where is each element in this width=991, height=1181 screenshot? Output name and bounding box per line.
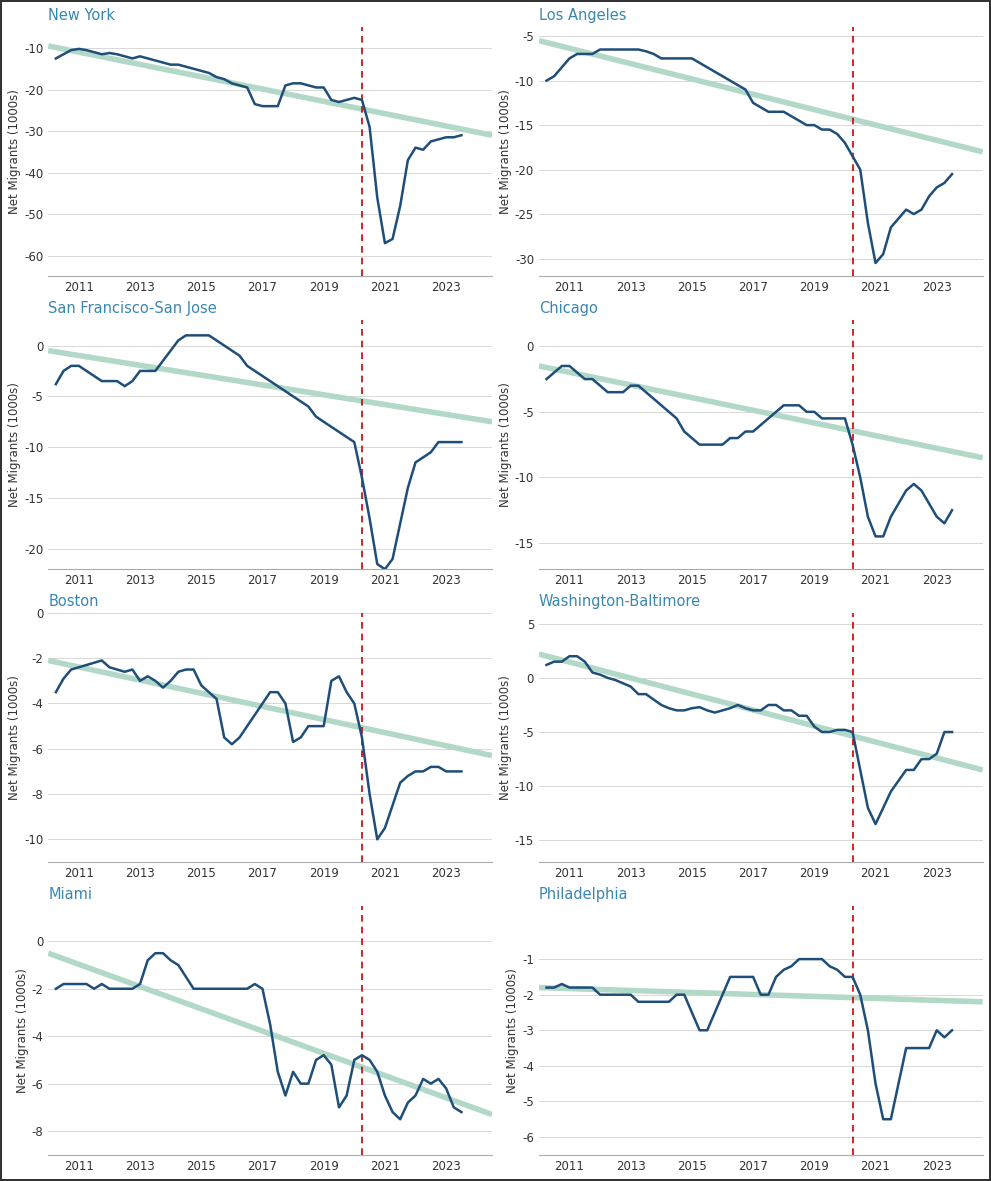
Text: San Francisco-San Jose: San Francisco-San Jose — [49, 301, 217, 317]
Text: Philadelphia: Philadelphia — [539, 887, 628, 902]
Y-axis label: Net Migrants (1000s): Net Migrants (1000s) — [506, 968, 519, 1092]
Y-axis label: Net Migrants (1000s): Net Migrants (1000s) — [8, 676, 22, 800]
Text: Washington-Baltimore: Washington-Baltimore — [539, 594, 701, 609]
Y-axis label: Net Migrants (1000s): Net Migrants (1000s) — [499, 90, 512, 214]
Y-axis label: Net Migrants (1000s): Net Migrants (1000s) — [8, 383, 22, 507]
Y-axis label: Net Migrants (1000s): Net Migrants (1000s) — [8, 90, 22, 214]
Text: New York: New York — [49, 8, 115, 24]
Y-axis label: Net Migrants (1000s): Net Migrants (1000s) — [499, 676, 512, 800]
Text: Boston: Boston — [49, 594, 99, 609]
Y-axis label: Net Migrants (1000s): Net Migrants (1000s) — [16, 968, 29, 1092]
Text: Chicago: Chicago — [539, 301, 598, 317]
Y-axis label: Net Migrants (1000s): Net Migrants (1000s) — [499, 383, 512, 507]
Text: Los Angeles: Los Angeles — [539, 8, 626, 24]
Text: Miami: Miami — [49, 887, 92, 902]
